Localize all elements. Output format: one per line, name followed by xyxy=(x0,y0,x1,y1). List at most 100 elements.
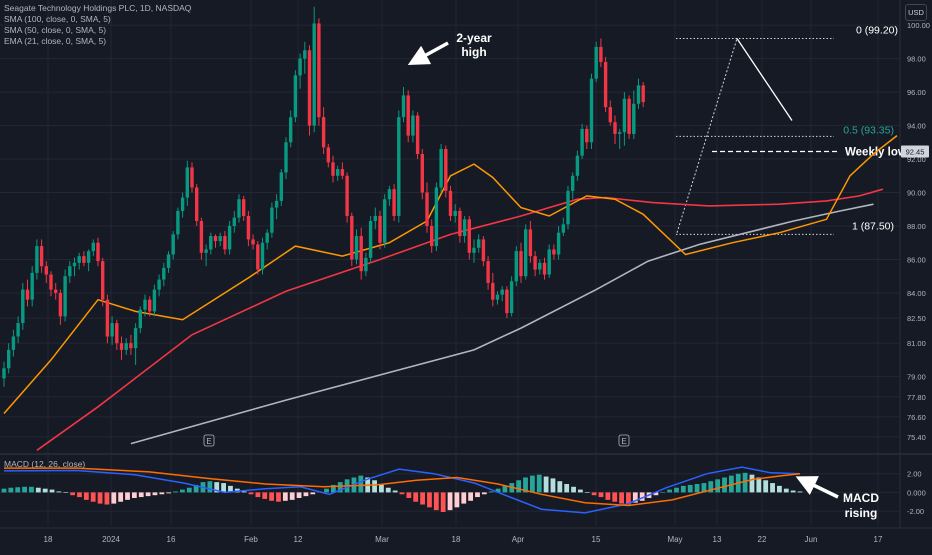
macd-histogram-bar xyxy=(330,484,336,493)
candle-body xyxy=(326,147,330,163)
macd-histogram-bar xyxy=(447,492,453,511)
macd-histogram-bar xyxy=(536,474,542,493)
candle-body xyxy=(331,162,335,176)
macd-histogram-bar xyxy=(77,492,82,498)
candle-body xyxy=(21,289,25,324)
macd-histogram-bar xyxy=(468,492,474,501)
earnings-marker-label: E xyxy=(621,437,626,446)
macd-histogram-bar xyxy=(605,492,611,500)
candle-body xyxy=(462,219,467,237)
ema21-line xyxy=(3,135,898,414)
candle-body xyxy=(101,261,105,300)
candle-body xyxy=(495,294,500,300)
candle-body xyxy=(199,220,204,253)
macd-histogram-bar xyxy=(708,481,714,493)
macd-histogram-bar xyxy=(440,492,446,512)
x-tick-label: Apr xyxy=(512,535,525,544)
candle-body xyxy=(401,95,406,118)
macd-histogram-bar xyxy=(379,484,384,493)
macd-histogram-bar xyxy=(276,492,281,502)
macd-histogram-bar xyxy=(591,492,597,496)
macd-histogram-bar xyxy=(372,480,377,493)
candle-body xyxy=(556,232,561,255)
macd-histogram-bar xyxy=(159,492,165,495)
candle-body xyxy=(30,272,34,300)
candle-body xyxy=(453,210,457,216)
candle-body xyxy=(477,239,481,248)
candle-body xyxy=(82,256,86,263)
macd-histogram-bar xyxy=(763,480,769,493)
macd-histogram-bar xyxy=(694,484,700,493)
macd-tick-label: 2.00 xyxy=(907,470,922,479)
macd-histogram-bar xyxy=(125,492,130,500)
candle-body xyxy=(350,215,354,260)
fib-label-1: 1 (87.50) xyxy=(852,220,894,232)
candle-body xyxy=(439,148,443,188)
macd-histogram-bar xyxy=(687,484,693,493)
macd-histogram-bar xyxy=(427,492,432,508)
candle-body xyxy=(72,262,77,267)
macd-histogram-bar xyxy=(639,492,645,501)
candle-body xyxy=(303,50,307,59)
currency-button[interactable]: USD xyxy=(905,4,927,21)
macd-histogram-bar xyxy=(715,479,721,493)
candle-body xyxy=(345,175,349,216)
candle-body xyxy=(284,142,288,173)
macd-histogram-bar xyxy=(83,492,89,500)
candle-body xyxy=(373,215,377,221)
candle-body xyxy=(415,115,420,155)
y-tick-label: 77.80 xyxy=(907,393,926,402)
earnings-marker: E xyxy=(618,434,630,447)
candle-body xyxy=(204,249,208,253)
candle-body xyxy=(119,343,124,350)
candle-body xyxy=(599,46,603,62)
macd-histogram-bar xyxy=(578,489,583,493)
candle-body xyxy=(340,169,345,176)
earnings-marker-box xyxy=(203,434,215,447)
macd-histogram-bar xyxy=(180,489,185,493)
candle-body xyxy=(383,199,387,243)
candle-body xyxy=(336,169,340,176)
candle-body xyxy=(39,246,44,267)
rally-trend-line xyxy=(676,38,738,233)
x-tick-label: May xyxy=(667,535,682,544)
macd-histogram-bar xyxy=(262,492,268,499)
candle-body xyxy=(312,23,316,126)
macd-arrow xyxy=(795,476,839,499)
high-arrow xyxy=(407,41,449,66)
macd-histogram-bar xyxy=(138,492,144,498)
candle-body xyxy=(594,46,598,79)
candle-body xyxy=(500,289,504,295)
candle-body xyxy=(481,239,486,262)
signal-line xyxy=(4,467,801,507)
y-tick-label: 88.00 xyxy=(907,222,926,231)
macd-histogram-bar xyxy=(790,490,796,493)
macd-histogram-bar xyxy=(392,490,398,493)
macd-histogram-bar xyxy=(111,492,117,504)
macd-histogram-bar xyxy=(56,491,62,493)
candle-body xyxy=(585,128,589,143)
candle-body xyxy=(542,262,547,275)
candle-body xyxy=(138,309,142,329)
macd-histogram-bar xyxy=(90,492,96,502)
macd-histogram-bar xyxy=(303,492,309,497)
candle-body xyxy=(538,262,542,270)
macd-histogram-bar xyxy=(770,483,775,493)
x-tick-label: 22 xyxy=(758,535,767,544)
macd-note-line2: rising xyxy=(845,506,878,520)
macd-histogram-bar xyxy=(550,478,556,493)
macd-histogram-bar xyxy=(1,488,7,493)
macd-histogram-bar xyxy=(228,485,233,493)
macd-histogram-bar xyxy=(756,477,762,493)
candle-body xyxy=(641,85,645,103)
candle-body xyxy=(458,210,462,237)
macd-tick-label: 0.000 xyxy=(907,488,926,497)
candle-body xyxy=(289,117,293,143)
candle-body xyxy=(209,236,213,250)
candle-body xyxy=(420,154,424,193)
macd-histogram-bar xyxy=(488,491,494,493)
candle-body xyxy=(227,226,232,250)
macd-histogram-bar xyxy=(598,492,604,498)
